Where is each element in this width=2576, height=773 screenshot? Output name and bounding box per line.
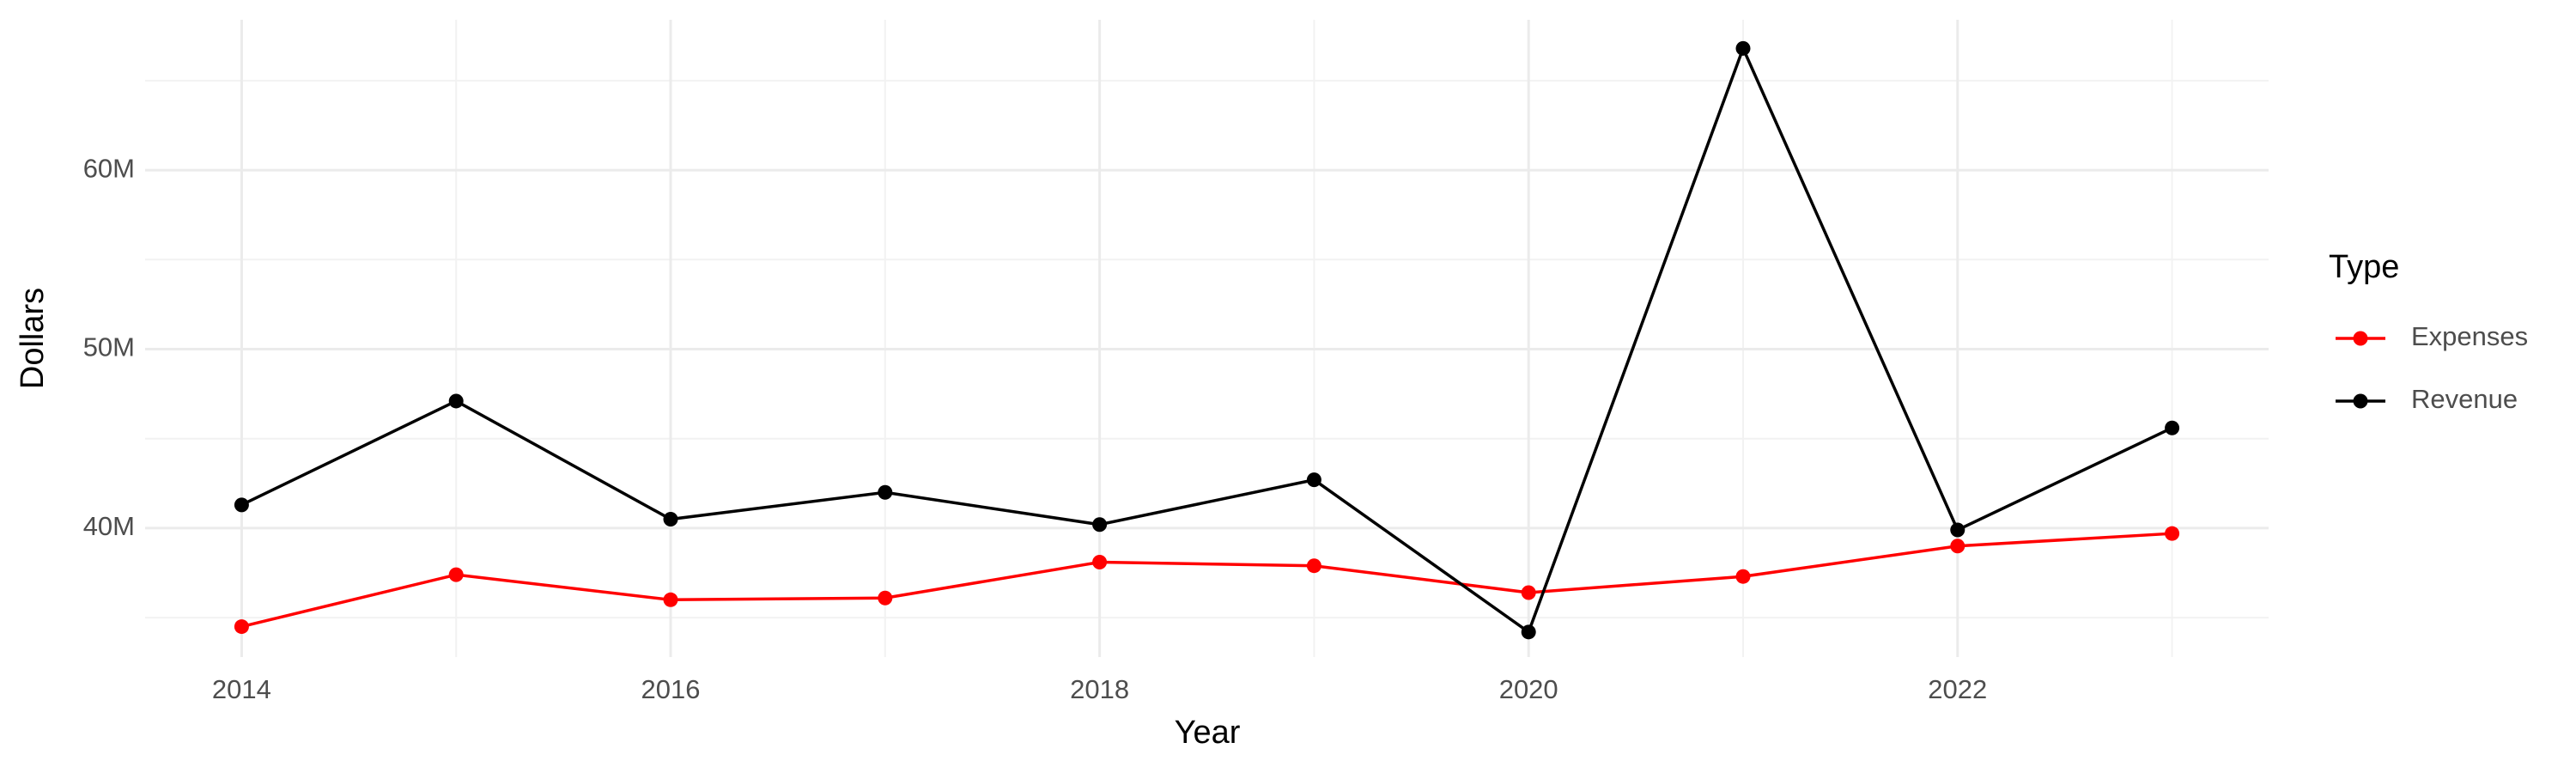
x-tick-label: 2018: [1070, 674, 1129, 704]
legend-key-point: [2353, 393, 2368, 409]
data-point: [1306, 558, 1321, 574]
data-point: [1092, 517, 1108, 533]
x-tick-label: 2016: [641, 674, 701, 704]
data-point: [448, 567, 464, 582]
data-point: [878, 590, 893, 606]
series-line: [240, 532, 2172, 629]
y-axis-title: Dollars: [15, 288, 51, 389]
legend-key-point: [2353, 331, 2368, 346]
data-point: [878, 484, 893, 500]
x-tick-label: 2020: [1499, 674, 1558, 704]
y-tick-label: 50M: [83, 332, 135, 362]
legend-label: Expenses: [2411, 321, 2528, 351]
data-point: [1950, 522, 1965, 538]
y-tick-label: 40M: [83, 511, 135, 541]
data-point: [1521, 585, 1536, 600]
legend-label: Revenue: [2411, 384, 2518, 414]
data-point: [234, 497, 249, 513]
data-point: [234, 619, 249, 635]
data-point: [448, 393, 464, 409]
legend-title: Type: [2329, 249, 2399, 285]
data-point: [2165, 526, 2180, 541]
x-tick-label: 2014: [212, 674, 271, 704]
grid: [145, 20, 2269, 657]
data-point: [1735, 40, 1751, 56]
data-point: [1521, 624, 1536, 640]
x-tick-label: 2022: [1928, 674, 1987, 704]
data-point: [2165, 420, 2180, 435]
marks: [234, 40, 2180, 640]
data-point: [663, 512, 678, 527]
data-point: [1092, 555, 1108, 570]
x-axis-title: Year: [1175, 715, 1241, 751]
data-point: [1950, 539, 1965, 554]
data-point: [1306, 472, 1321, 488]
data-point: [1735, 569, 1751, 584]
data-point: [663, 592, 678, 607]
y-tick-label: 60M: [83, 153, 135, 183]
series-line: [240, 44, 2173, 635]
